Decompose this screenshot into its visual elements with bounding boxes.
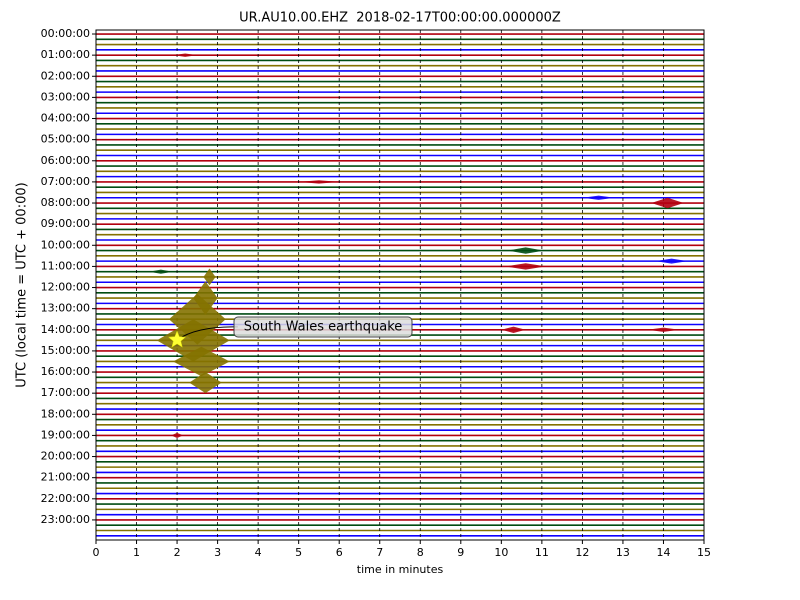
seismic-burst — [505, 263, 546, 270]
y-tick-label: 07:00:00 — [41, 175, 90, 188]
x-tick-label: 9 — [457, 546, 464, 559]
y-tick-label: 23:00:00 — [41, 513, 90, 526]
y-tick-label: 02:00:00 — [41, 69, 90, 82]
seismic-burst — [501, 326, 526, 333]
x-axis-label: time in minutes — [357, 563, 444, 576]
x-tick-label: 5 — [295, 546, 302, 559]
x-tick-label: 3 — [214, 546, 221, 559]
seismic-burst — [156, 319, 230, 362]
y-axis-label: UTC (local time = UTC + 00:00) — [15, 182, 30, 387]
annotation-label: South Wales earthquake — [244, 320, 403, 335]
x-tick-label: 7 — [376, 546, 383, 559]
y-tick-label: 11:00:00 — [41, 259, 90, 272]
x-tick-label: 15 — [697, 546, 711, 559]
y-tick-label: 00:00:00 — [41, 27, 90, 40]
x-tick-label: 6 — [336, 546, 343, 559]
seismic-burst — [647, 327, 680, 332]
y-tick-label: 05:00:00 — [41, 133, 90, 146]
seismic-burst — [189, 372, 222, 394]
annotation-box — [233, 316, 413, 338]
y-tick-label: 03:00:00 — [41, 90, 90, 103]
event-star — [167, 330, 187, 348]
y-tick-label: 06:00:00 — [41, 154, 90, 167]
y-tick-label: 17:00:00 — [41, 386, 90, 399]
x-tick-label: 11 — [535, 546, 549, 559]
y-tick-label: 19:00:00 — [41, 428, 90, 441]
seismic-burst — [148, 269, 174, 274]
y-tick-label: 04:00:00 — [41, 112, 90, 125]
x-tick-label: 14 — [656, 546, 670, 559]
seismic-burst — [655, 258, 688, 264]
y-tick-label: 09:00:00 — [41, 217, 90, 230]
seismic-burst — [203, 268, 216, 286]
y-tick-label: 01:00:00 — [41, 48, 90, 61]
seismic-burst — [298, 180, 340, 184]
seismic-burst — [170, 432, 184, 438]
plot-frame — [95, 29, 705, 541]
y-tick-label: 15:00:00 — [41, 344, 90, 357]
y-tick-label: 08:00:00 — [41, 196, 90, 209]
y-tick-label: 20:00:00 — [41, 450, 90, 463]
seismic-burst — [173, 53, 198, 57]
x-tick-label: 0 — [93, 546, 100, 559]
y-tick-label: 13:00:00 — [41, 302, 90, 315]
seismic-burst — [173, 346, 230, 377]
seismic-burst — [651, 197, 684, 209]
x-tick-label: 2 — [174, 546, 181, 559]
x-tick-label: 4 — [255, 546, 262, 559]
y-tick-label: 14:00:00 — [41, 323, 90, 336]
x-tick-label: 1 — [133, 546, 140, 559]
x-tick-label: 13 — [616, 546, 630, 559]
seismic-burst — [582, 195, 615, 200]
x-tick-label: 8 — [417, 546, 424, 559]
y-tick-label: 12:00:00 — [41, 281, 90, 294]
y-tick-label: 21:00:00 — [41, 471, 90, 484]
y-tick-label: 16:00:00 — [41, 365, 90, 378]
chart-title: UR.AU10.00.EHZ 2018-02-17T00:00:00.00000… — [239, 11, 561, 26]
y-tick-label: 18:00:00 — [41, 407, 90, 420]
x-tick-label: 12 — [575, 546, 589, 559]
seismic-burst — [507, 247, 544, 254]
y-tick-label: 22:00:00 — [41, 492, 90, 505]
x-tick-label: 10 — [494, 546, 508, 559]
plot-area: 0 1 2 3 4 5 6 7 8 9 10 11 12 13 14 1500:00:0001:00:0002… — [41, 27, 711, 559]
y-tick-label: 10:00:00 — [41, 238, 90, 251]
